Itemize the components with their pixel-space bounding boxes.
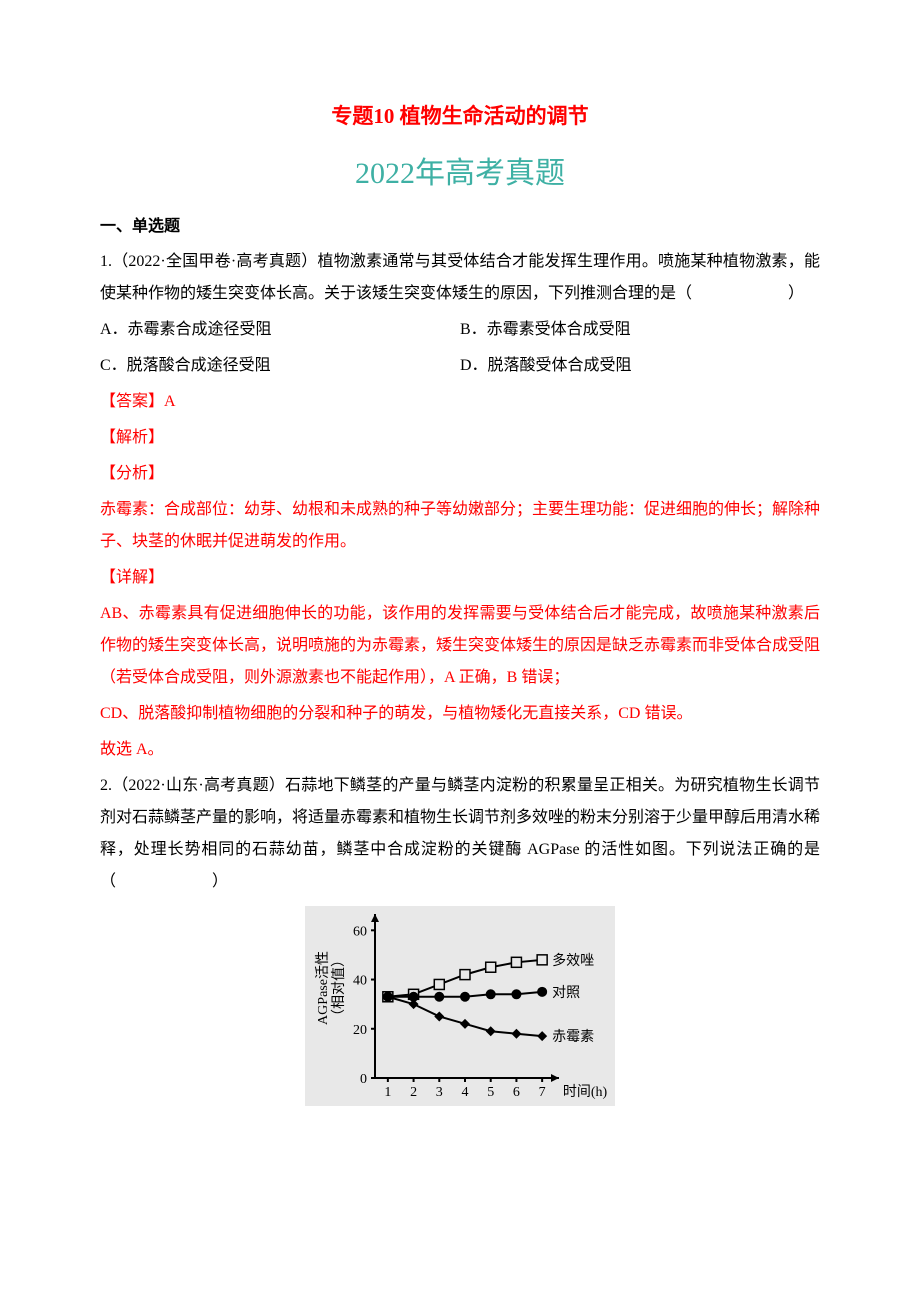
svg-text:1: 1 <box>384 1085 391 1100</box>
q1-stem: 1.（2022·全国甲卷·高考真题）植物激素通常与其受体结合才能发挥生理作用。喷… <box>100 246 820 310</box>
q1-option-c: C．脱落酸合成途径受阻 <box>100 350 460 382</box>
page-title: 专题10 植物生命活动的调节 <box>100 100 820 130</box>
q1-xiangjie-label: 【详解】 <box>100 562 820 594</box>
q1-options-row1: A．赤霉素合成途径受阻 B．赤霉素受体合成受阻 <box>100 314 820 346</box>
svg-text:时间(h): 时间(h) <box>563 1084 608 1100</box>
q1-guxuan: 故选 A。 <box>100 734 820 766</box>
svg-text:7: 7 <box>539 1085 546 1100</box>
svg-text:20: 20 <box>353 1023 367 1038</box>
svg-text:6: 6 <box>513 1085 520 1100</box>
q2-stem: 2.（2022·山东·高考真题）石蒜地下鳞茎的产量与鳞茎内淀粉的积累量呈正相关。… <box>100 770 820 898</box>
q1-jiexi-label: 【解析】 <box>100 422 820 454</box>
q1-option-a: A．赤霉素合成途径受阻 <box>100 314 460 346</box>
q1-option-b: B．赤霉素受体合成受阻 <box>460 314 820 346</box>
svg-text:对照: 对照 <box>552 985 580 1001</box>
answer-label: 【答案】 <box>100 393 164 410</box>
svg-text:赤霉素: 赤霉素 <box>552 1029 594 1045</box>
q1-answer: 【答案】A <box>100 386 820 418</box>
svg-text:2: 2 <box>410 1085 417 1100</box>
svg-text:5: 5 <box>487 1085 494 1100</box>
svg-text:（相对值）: （相对值） <box>331 953 347 1023</box>
svg-text:AGPase活性: AGPase活性 <box>315 951 331 1025</box>
svg-text:4: 4 <box>462 1085 469 1100</box>
q1-xiangjie-p2: CD、脱落酸抑制植物细胞的分裂和种子的萌发，与植物矮化无直接关系，CD 错误。 <box>100 698 820 730</box>
svg-text:3: 3 <box>436 1085 443 1100</box>
svg-text:多效唑: 多效唑 <box>552 952 594 969</box>
svg-text:40: 40 <box>353 974 367 989</box>
q1-options-row2: C．脱落酸合成途径受阻 D．脱落酸受体合成受阻 <box>100 350 820 382</box>
chart-container: 0 20 40 60 1 2 3 4 5 6 7 时间(h) AGPase活性（相对值） 多效唑对照赤霉素 <box>100 906 820 1106</box>
agpase-line-chart: 0 20 40 60 1 2 3 4 5 6 7 时间(h) AGPase活性（相对值） 多效唑对照赤霉素 <box>305 906 615 1106</box>
answer-value: A <box>164 393 176 410</box>
year-banner: 2022年高考真题 <box>100 148 820 192</box>
section-heading: 一、单选题 <box>100 212 820 236</box>
q1-xiangjie-p1: AB、赤霉素具有促进细胞伸长的功能，该作用的发挥需要与受体结合后才能完成，故喷施… <box>100 598 820 694</box>
q1-fenxi-label: 【分析】 <box>100 458 820 490</box>
q1-fenxi-body: 赤霉素：合成部位：幼芽、幼根和未成熟的种子等幼嫩部分；主要生理功能：促进细胞的伸… <box>100 494 820 558</box>
svg-text:0: 0 <box>360 1072 367 1087</box>
svg-text:60: 60 <box>353 924 367 939</box>
q1-option-d: D．脱落酸受体合成受阻 <box>460 350 820 382</box>
